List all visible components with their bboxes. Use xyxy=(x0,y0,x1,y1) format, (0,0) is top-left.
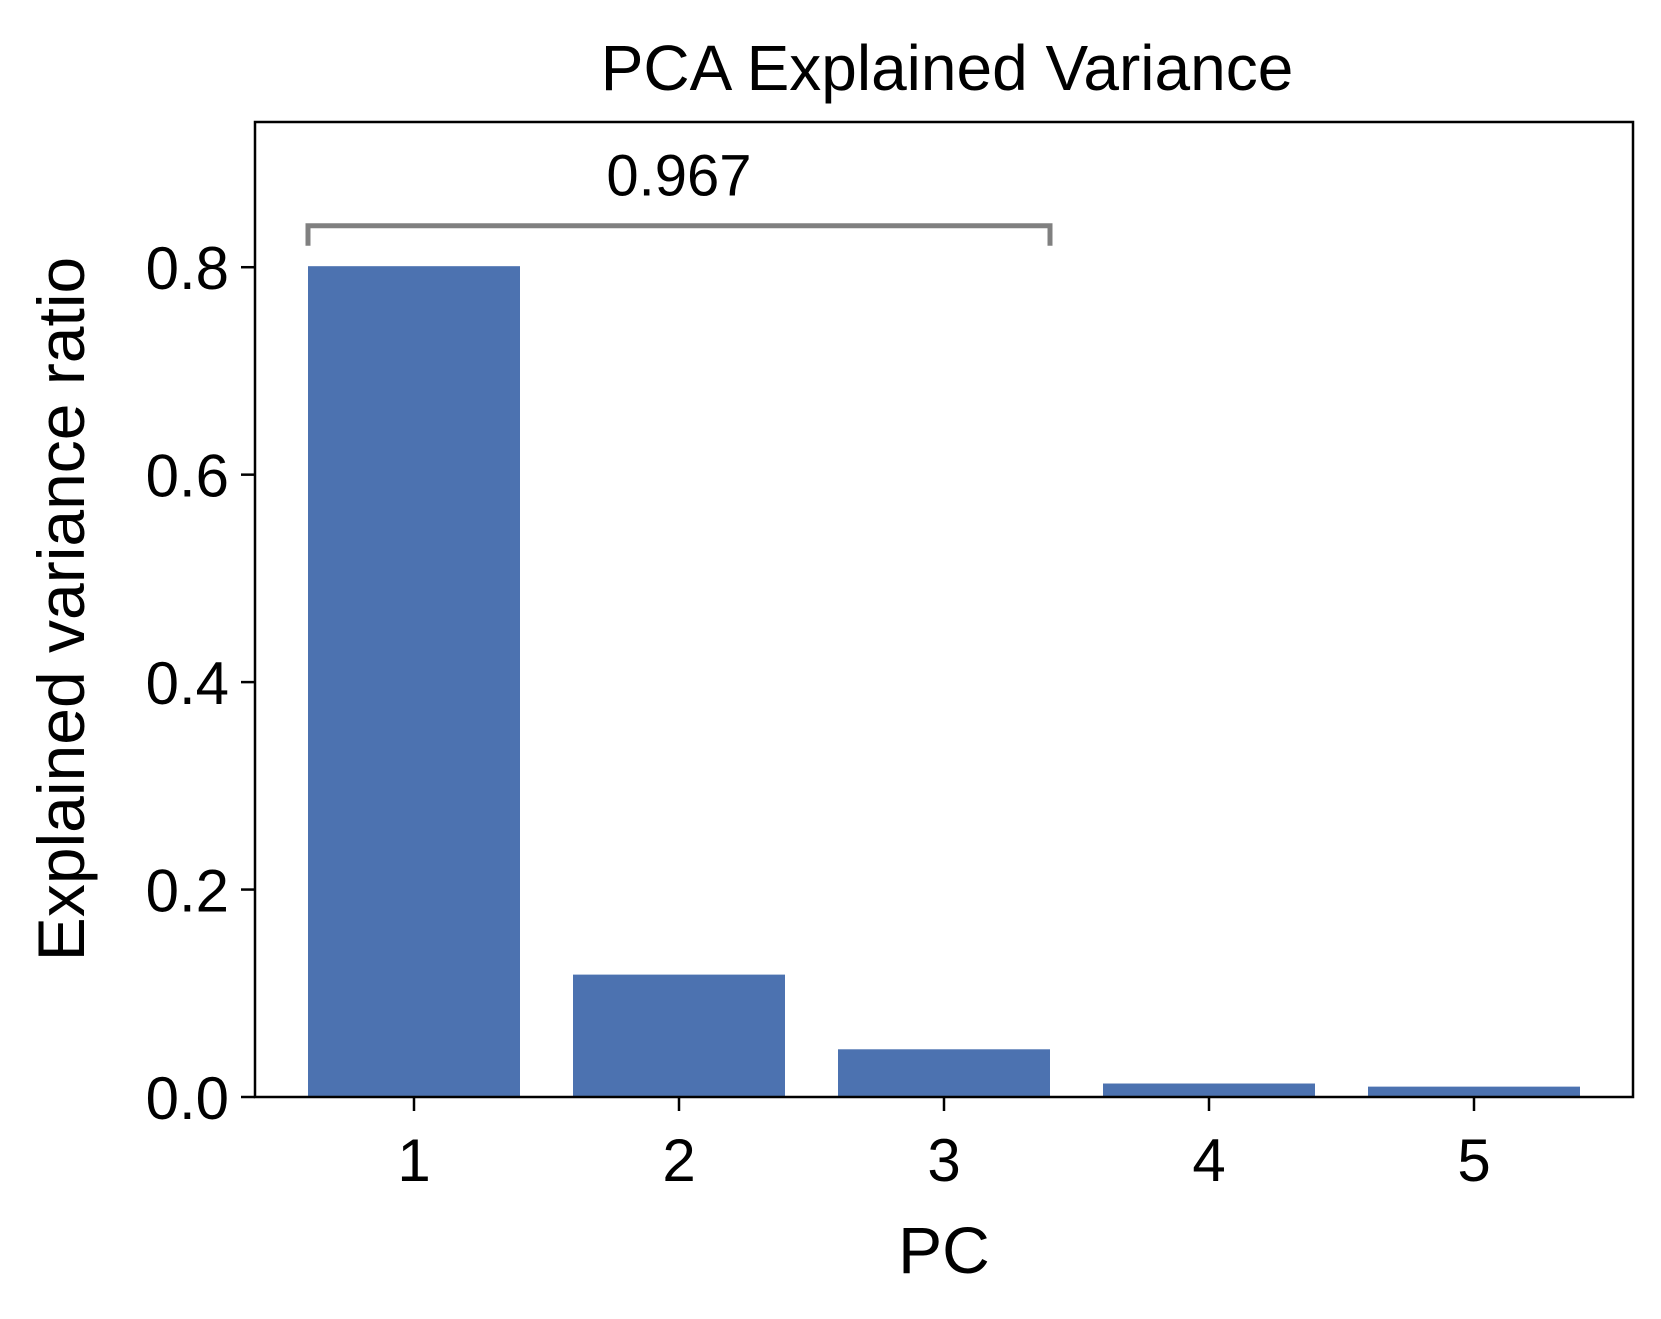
x-axis-label: PC xyxy=(898,1213,990,1287)
bar-pc-2 xyxy=(573,974,785,1097)
x-tick-label: 4 xyxy=(1192,1127,1225,1194)
annotation-group: 0.967 xyxy=(305,144,1053,246)
bar-pc-1 xyxy=(308,266,520,1097)
y-tick-label: 0.4 xyxy=(146,650,229,717)
y-tick-label: 0.0 xyxy=(146,1065,229,1132)
bars-group xyxy=(308,266,1580,1097)
cumulative-variance-label: 0.967 xyxy=(606,144,751,209)
bar-pc-5 xyxy=(1368,1086,1580,1097)
y-axis-ticks: 0.0 0.2 0.4 0.6 0.8 xyxy=(146,235,255,1132)
y-tick-label: 0.6 xyxy=(146,443,229,510)
y-axis-label: Explained variance ratio xyxy=(24,257,98,961)
chart-title: PCA Explained Variance xyxy=(601,32,1294,104)
y-tick-label: 0.8 xyxy=(146,235,229,302)
y-tick-label: 0.2 xyxy=(146,858,229,925)
plot-area-frame xyxy=(253,120,1635,1099)
x-tick-label: 1 xyxy=(397,1127,430,1194)
x-tick-label: 2 xyxy=(662,1127,695,1194)
cumulative-variance-bracket xyxy=(305,223,1053,246)
x-tick-label: 3 xyxy=(927,1127,960,1194)
bar-pc-3 xyxy=(838,1049,1050,1097)
bar-pc-4 xyxy=(1103,1083,1315,1097)
x-tick-label: 5 xyxy=(1457,1127,1490,1194)
x-axis-ticks: 1 2 3 4 5 xyxy=(397,1097,1491,1194)
